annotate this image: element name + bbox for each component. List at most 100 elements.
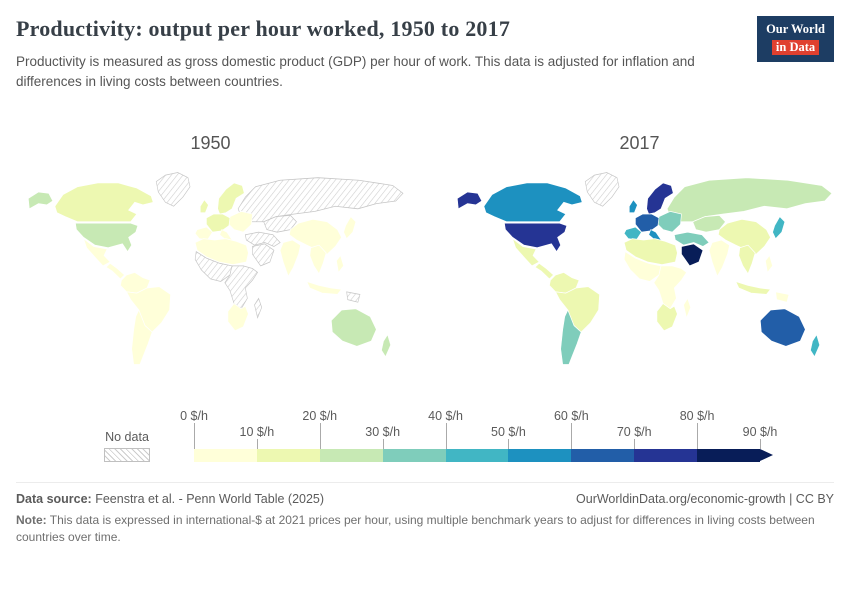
region-north-africa-1950[interactable] <box>194 237 249 265</box>
region-middle-east-2017[interactable] <box>673 231 710 247</box>
map-figure-1950: 1950 <box>16 133 405 371</box>
legend-color-segment[interactable] <box>508 448 572 462</box>
legend-tick-mark <box>697 422 699 449</box>
region-china-2017[interactable] <box>717 218 771 255</box>
region-usa-1950[interactable] <box>74 222 139 252</box>
region-japan-2017[interactable] <box>772 215 786 239</box>
region-west-africa-2017[interactable] <box>623 250 662 282</box>
region-southern-cone-2017[interactable] <box>560 308 582 365</box>
region-western-europe-2017[interactable] <box>635 213 660 233</box>
region-central-asia-1950[interactable] <box>263 214 297 233</box>
legend-color-segment[interactable] <box>319 448 383 462</box>
legend-tick-mark <box>382 438 384 449</box>
map-legend: No data 0 $/h 10 $/h 20 $/h 30 $/h 40 $/h 50 … <box>104 409 834 462</box>
region-greenland-1950[interactable] <box>155 171 191 207</box>
region-russia-1950[interactable] <box>237 176 404 222</box>
legend-color-segment[interactable] <box>571 448 635 462</box>
region-southern-africa-2017[interactable] <box>656 302 678 331</box>
license-link[interactable]: CC BY <box>795 491 834 506</box>
legend-tick-label: 0 $/h <box>180 408 208 423</box>
region-australia-2017[interactable] <box>759 307 806 347</box>
region-eastern-europe-1950[interactable] <box>228 210 253 233</box>
region-russia-2017[interactable] <box>666 176 833 222</box>
no-data-swatch[interactable] <box>104 447 150 462</box>
region-se-asia-2017[interactable] <box>738 244 756 274</box>
region-scandinavia-2017[interactable] <box>646 181 674 214</box>
region-mexico-1950[interactable] <box>82 237 111 266</box>
data-source: Data source: Feenstra et al. - Penn Worl… <box>16 492 324 506</box>
legend-color-segment[interactable] <box>256 448 320 462</box>
note-label: Note: <box>16 512 47 527</box>
map-year-label-1950: 1950 <box>190 132 231 153</box>
owid-logo[interactable]: Our World in Data <box>757 16 834 63</box>
region-madagascar-2017[interactable] <box>683 297 692 319</box>
region-southern-africa-1950[interactable] <box>227 302 249 331</box>
region-central-america-1950[interactable] <box>105 262 126 279</box>
legend-tick-label: 70 $/h <box>616 424 652 439</box>
region-western-europe-1950[interactable] <box>206 213 231 233</box>
region-brazil-2017[interactable] <box>554 285 600 333</box>
region-canada-1950[interactable] <box>54 181 154 222</box>
region-new-zealand-1950[interactable] <box>381 333 392 357</box>
legend-tick-label: 80 $/h <box>679 408 715 423</box>
region-middle-east-1950[interactable] <box>244 231 281 247</box>
legend-tick-mark <box>445 422 447 449</box>
data-source-label: Data source: <box>16 491 92 506</box>
region-india-1950[interactable] <box>279 239 301 277</box>
legend-tick-label: 30 $/h <box>365 424 401 439</box>
region-south-america-north-1950[interactable] <box>120 271 151 294</box>
legend-color-segment[interactable] <box>382 448 446 462</box>
region-japan-1950[interactable] <box>343 215 357 239</box>
legend-overflow-arrow <box>760 448 773 461</box>
region-new-guinea-1950[interactable] <box>346 290 361 303</box>
region-madagascar-1950[interactable] <box>254 297 263 319</box>
region-new-zealand-2017[interactable] <box>810 333 821 357</box>
legend-tick-mark <box>256 438 258 449</box>
legend-color-segment[interactable] <box>194 448 257 462</box>
region-alaska-2017[interactable] <box>456 191 483 209</box>
legend-color-segment[interactable] <box>445 448 509 462</box>
region-central-asia-2017[interactable] <box>692 214 726 233</box>
region-philippines-2017[interactable] <box>765 254 773 273</box>
region-se-asia-1950[interactable] <box>309 244 327 274</box>
region-scandinavia-1950[interactable] <box>217 181 245 214</box>
region-china-1950[interactable] <box>288 218 342 255</box>
region-north-africa-2017[interactable] <box>623 237 678 265</box>
legend-tick-label: 90 $/h <box>742 424 778 439</box>
data-source-text: Feenstra et al. - Penn World Table (2025… <box>91 491 325 506</box>
map-figure-2017: 2017 <box>445 133 834 371</box>
region-uk-2017[interactable] <box>628 198 638 213</box>
owid-url-link[interactable]: OurWorldinData.org/economic-growth <box>576 491 786 506</box>
region-arabian-peninsula-2017[interactable] <box>681 242 704 266</box>
region-east-africa-1950[interactable] <box>224 265 259 309</box>
region-new-guinea-2017[interactable] <box>775 290 790 303</box>
legend-tick-mark <box>194 422 195 449</box>
chart-header: Productivity: output per hour worked, 19… <box>16 16 834 93</box>
region-eastern-europe-2017[interactable] <box>657 210 682 233</box>
legend-color-segment[interactable] <box>697 448 761 462</box>
region-canada-2017[interactable] <box>483 181 583 222</box>
region-arabian-peninsula-1950[interactable] <box>252 242 275 266</box>
legend-tick-mark <box>571 422 573 449</box>
region-greenland-2017[interactable] <box>584 171 620 207</box>
legend-color-segment[interactable] <box>634 448 698 462</box>
region-alaska-1950[interactable] <box>27 191 54 209</box>
region-central-america-2017[interactable] <box>534 262 555 279</box>
region-usa-2017[interactable] <box>503 222 568 252</box>
region-philippines-1950[interactable] <box>336 254 344 273</box>
region-southern-cone-1950[interactable] <box>131 308 153 365</box>
region-uk-1950[interactable] <box>199 198 209 213</box>
region-australia-1950[interactable] <box>330 307 377 347</box>
legend-tick-label: 10 $/h <box>239 424 275 439</box>
region-south-america-north-2017[interactable] <box>549 271 580 294</box>
region-mexico-2017[interactable] <box>511 237 540 266</box>
region-indonesia-1950[interactable] <box>306 280 343 295</box>
region-east-africa-2017[interactable] <box>653 265 688 309</box>
map-year-label-2017: 2017 <box>619 132 660 153</box>
legend-scale: 0 $/h 10 $/h 20 $/h 30 $/h 40 $/h 50 $/h 60 $/… <box>180 408 777 462</box>
page-title: Productivity: output per hour worked, 19… <box>16 16 511 41</box>
region-west-africa-1950[interactable] <box>194 250 233 282</box>
region-india-2017[interactable] <box>708 239 730 277</box>
region-brazil-1950[interactable] <box>125 285 171 333</box>
region-indonesia-2017[interactable] <box>735 280 772 295</box>
